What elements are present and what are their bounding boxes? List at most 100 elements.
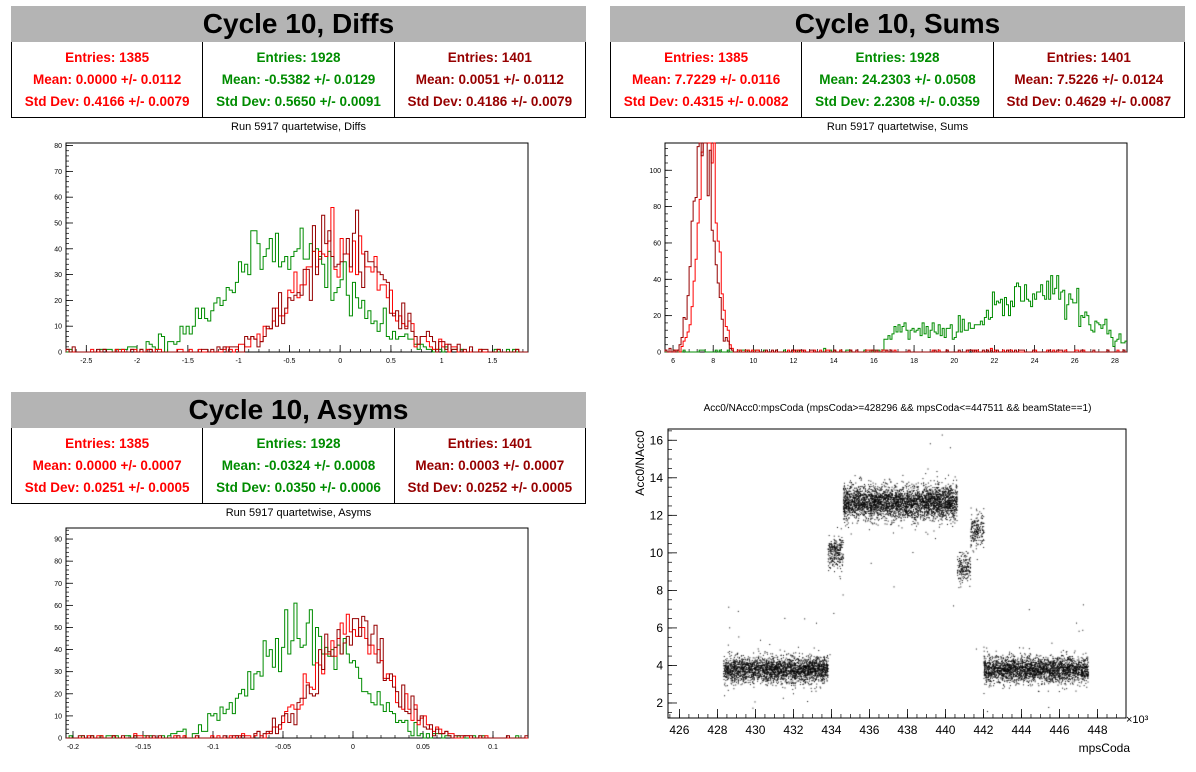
stat-std: Std Dev: 0.4186 +/- 0.0079 bbox=[407, 94, 573, 110]
stat-mean: Mean: 0.0003 +/- 0.0007 bbox=[415, 457, 565, 473]
scatter-xlabel: mpsCoda bbox=[1078, 741, 1130, 755]
diffs-y-tick-label: 50 bbox=[54, 220, 62, 227]
diffs-title: Cycle 10, Diffs bbox=[11, 6, 586, 42]
asyms-x-tick-label: -0.1 bbox=[207, 744, 219, 751]
scatter-x-tick-label: 428 bbox=[707, 723, 727, 737]
scatter-y-tick-label: 12 bbox=[650, 508, 664, 522]
asyms-y-tick-label: 0 bbox=[58, 736, 62, 743]
stat-std: Std Dev: 0.4166 +/- 0.0079 bbox=[24, 94, 190, 110]
asyms-title: Cycle 10, Asyms bbox=[11, 392, 586, 428]
asyms-stats-darkred: Entries: 1401 Mean: 0.0003 +/- 0.0007 St… bbox=[393, 428, 585, 503]
stat-mean: Mean: 0.0000 +/- 0.0007 bbox=[32, 457, 182, 473]
diffs-x-tick-label: -1 bbox=[235, 358, 241, 365]
sums-y-tick-label: 100 bbox=[649, 168, 661, 175]
scatter-x-tick-label: 434 bbox=[821, 723, 841, 737]
sums-x-tick-label: 22 bbox=[991, 358, 999, 365]
diffs-y-tick-label: 30 bbox=[54, 272, 62, 279]
scatter-x-tick-label: 440 bbox=[935, 723, 955, 737]
sums-x-tick-label: 14 bbox=[830, 358, 838, 365]
asyms-series-darkred bbox=[66, 615, 528, 739]
asyms-x-tick-label: 0.1 bbox=[488, 744, 498, 751]
sums-x-tick-label: 10 bbox=[749, 358, 757, 365]
diffs-x-tick-label: 0.5 bbox=[386, 358, 396, 365]
stat-entries: Entries: 1401 bbox=[447, 49, 532, 65]
scatter-x-tick-label: 432 bbox=[783, 723, 803, 737]
stat-mean: Mean: -0.0324 +/- 0.0008 bbox=[221, 457, 376, 473]
scatter-x-tick-label: 430 bbox=[745, 723, 765, 737]
stat-entries: Entries: 1385 bbox=[664, 49, 749, 65]
diffs-stats-red: Entries: 1385 Mean: 0.0000 +/- 0.0112 St… bbox=[12, 42, 202, 117]
sums-x-tick-label: 8 bbox=[711, 358, 715, 365]
stat-std: Std Dev: 0.0252 +/- 0.0005 bbox=[407, 480, 573, 496]
asyms-y-tick-label: 40 bbox=[54, 647, 62, 654]
asyms-stats-red: Entries: 1385 Mean: 0.0000 +/- 0.0007 St… bbox=[12, 428, 202, 503]
stat-entries: Entries: 1928 bbox=[256, 49, 341, 65]
diffs-series-green bbox=[66, 227, 528, 353]
scatter-y-tick-label: 14 bbox=[650, 471, 664, 485]
sums-x-tick-label: 26 bbox=[1071, 358, 1079, 365]
diffs-x-tick-label: -0.5 bbox=[283, 358, 295, 365]
diffs-x-tick-label: -2.5 bbox=[80, 358, 92, 365]
stat-mean: Mean: 0.0051 +/- 0.0112 bbox=[415, 71, 564, 87]
scatter-y-tick-label: 16 bbox=[650, 433, 664, 447]
stat-mean: Mean: 7.5226 +/- 0.0124 bbox=[1014, 71, 1164, 87]
scatter-y-tick-label: 4 bbox=[656, 658, 663, 672]
stat-std: Std Dev: 0.0251 +/- 0.0005 bbox=[24, 480, 190, 496]
diffs-stats-darkred: Entries: 1401 Mean: 0.0051 +/- 0.0112 St… bbox=[393, 42, 585, 117]
stat-mean: Mean: -0.5382 +/- 0.0129 bbox=[221, 71, 376, 87]
asyms-x-tick-label: 0 bbox=[351, 744, 355, 751]
asyms-stats-box: Entries: 1385 Mean: 0.0000 +/- 0.0007 St… bbox=[11, 428, 586, 504]
stat-entries: Entries: 1385 bbox=[65, 435, 150, 451]
diffs-y-tick-label: 20 bbox=[54, 298, 62, 305]
sums-y-tick-label: 0 bbox=[657, 350, 661, 357]
diffs-stats-green: Entries: 1928 Mean: -0.5382 +/- 0.0129 S… bbox=[202, 42, 393, 117]
sums-x-tick-label: 28 bbox=[1111, 358, 1119, 365]
asyms-y-tick-label: 50 bbox=[54, 625, 62, 632]
sums-stats-red: Entries: 1385 Mean: 7.7229 +/- 0.0116 St… bbox=[611, 42, 801, 117]
sums-x-tick-label: 18 bbox=[910, 358, 918, 365]
scatter-x-tick-label: 448 bbox=[1087, 723, 1107, 737]
scatter-points bbox=[668, 429, 1126, 718]
asyms-x-tick-label: -0.15 bbox=[135, 744, 151, 751]
stat-mean: Mean: 0.0000 +/- 0.0112 bbox=[33, 71, 182, 87]
sums-y-tick-label: 20 bbox=[653, 313, 661, 320]
sums-title: Cycle 10, Sums bbox=[610, 6, 1185, 42]
stat-entries: Entries: 1401 bbox=[1046, 49, 1131, 65]
scatter-y-tick-label: 8 bbox=[656, 583, 663, 597]
asyms-y-tick-label: 80 bbox=[54, 559, 62, 566]
diffs-x-tick-label: 0 bbox=[338, 358, 342, 365]
diffs-series-red bbox=[65, 207, 528, 353]
diffs-x-tick-label: 1 bbox=[440, 358, 444, 365]
diffs-x-tick-label: 1.5 bbox=[488, 358, 498, 365]
stat-std: Std Dev: 0.5650 +/- 0.0091 bbox=[216, 94, 381, 110]
scatter-x-tick-label: 436 bbox=[859, 723, 879, 737]
scatter-x-tick-label: 444 bbox=[1011, 723, 1031, 737]
sums-x-tick-label: 6 bbox=[671, 358, 675, 365]
sums-x-tick-label: 24 bbox=[1031, 358, 1039, 365]
sums-y-tick-label: 40 bbox=[653, 277, 661, 284]
asyms-y-tick-label: 10 bbox=[54, 713, 62, 720]
asyms-x-tick-label: -0.2 bbox=[67, 744, 79, 751]
scatter-title: Acc0/NAcc0:mpsCoda (mpsCoda>=428296 && m… bbox=[703, 403, 1092, 414]
stat-std: Std Dev: 2.2308 +/- 0.0359 bbox=[815, 94, 980, 110]
sums-y-tick-label: 60 bbox=[653, 240, 661, 247]
asyms-y-tick-label: 20 bbox=[54, 691, 62, 698]
scatter-x-tick-label: 446 bbox=[1049, 723, 1069, 737]
diffs-y-tick-label: 60 bbox=[54, 195, 62, 202]
diffs-x-tick-label: -2 bbox=[134, 358, 140, 365]
sums-stats-green: Entries: 1928 Mean: 24.2303 +/- 0.0508 S… bbox=[801, 42, 992, 117]
stat-mean: Mean: 7.7229 +/- 0.0116 bbox=[632, 71, 781, 87]
scatter-y-tick-label: 10 bbox=[650, 546, 664, 560]
diffs-stats-box: Entries: 1385 Mean: 0.0000 +/- 0.0112 St… bbox=[11, 42, 586, 118]
asyms-y-tick-label: 60 bbox=[54, 603, 62, 610]
stat-entries: Entries: 1385 bbox=[65, 49, 150, 65]
sums-series-darkred bbox=[664, 142, 1127, 353]
asyms-y-tick-label: 90 bbox=[54, 537, 62, 544]
scatter-y-tick-label: 2 bbox=[656, 696, 663, 710]
sums-stats-darkred: Entries: 1401 Mean: 7.5226 +/- 0.0124 St… bbox=[992, 42, 1184, 117]
stat-std: Std Dev: 0.4315 +/- 0.0082 bbox=[623, 94, 789, 110]
sums-series-red bbox=[664, 142, 1127, 353]
diffs-subtitle: Run 5917 quartetwise, Diffs bbox=[231, 121, 366, 133]
diffs-y-tick-label: 10 bbox=[54, 324, 62, 331]
stat-std: Std Dev: 0.0350 +/- 0.0006 bbox=[216, 480, 381, 496]
